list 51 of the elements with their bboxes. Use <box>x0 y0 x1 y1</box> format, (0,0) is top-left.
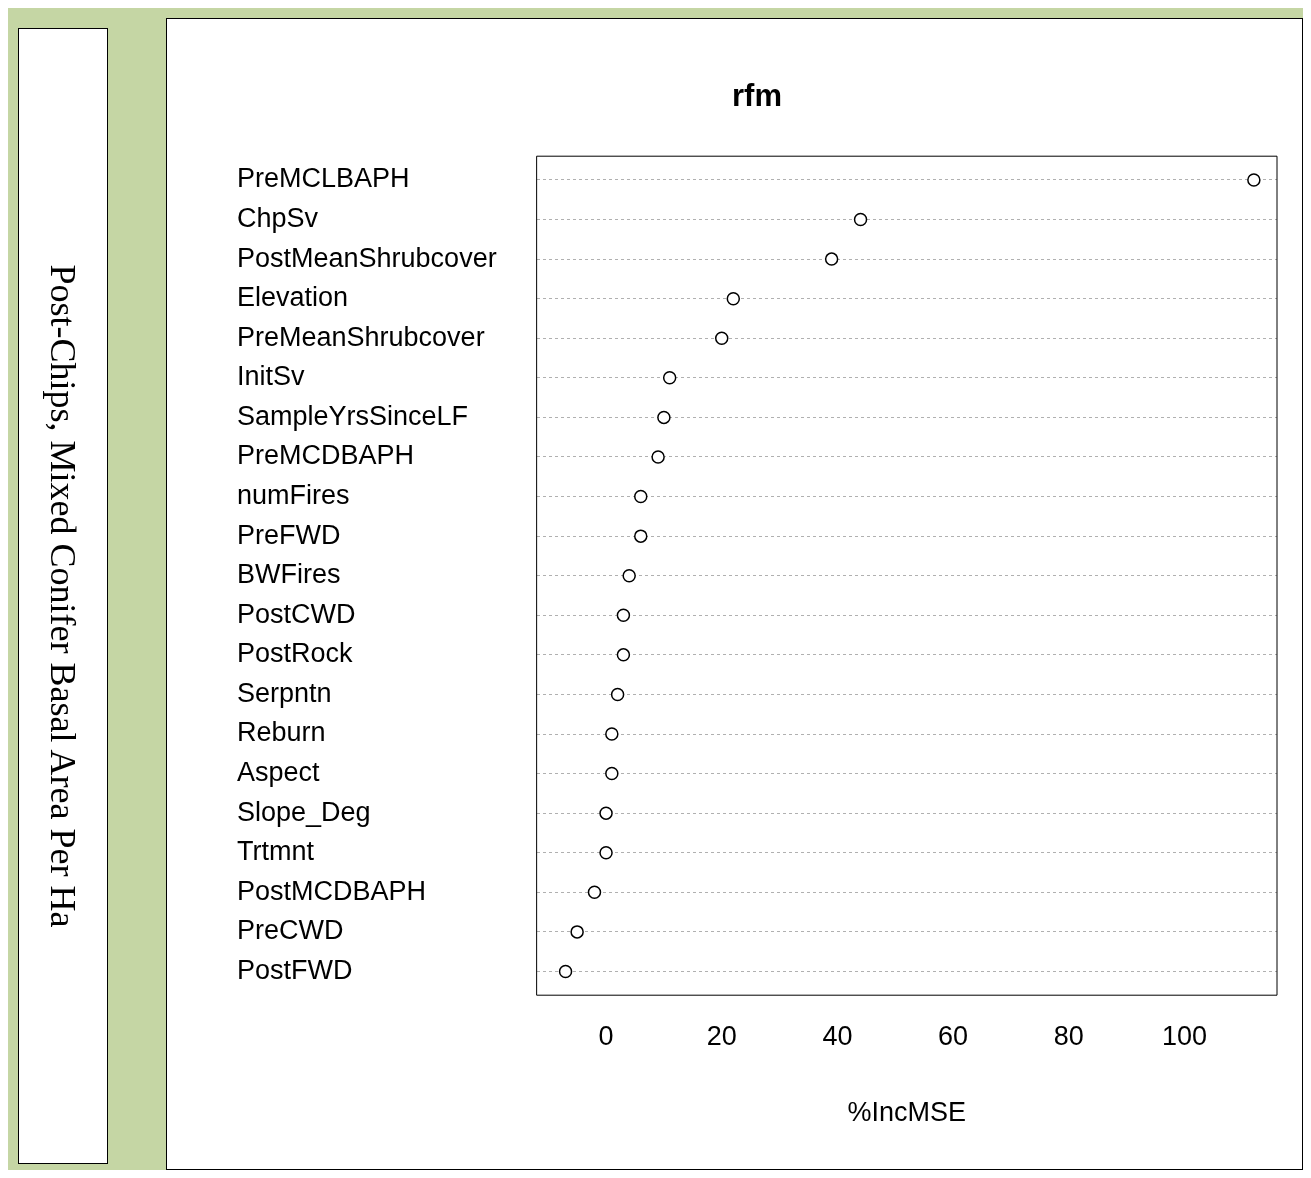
x-tick-label: 80 <box>1053 1020 1084 1051</box>
point <box>853 212 868 227</box>
y-tick-label: PreMCLBAPH <box>237 163 410 194</box>
y-tick-label: Trtmnt <box>237 836 315 867</box>
y-tick-label: PreMeanShrubcover <box>237 321 485 352</box>
point <box>610 687 625 702</box>
y-tick-label: Slope_Deg <box>237 796 371 827</box>
point <box>599 806 613 820</box>
y-tick-label: PostFWD <box>237 954 353 985</box>
point <box>824 252 839 266</box>
text: Post-Chips, Mixed Conifer Basal Area Per Ha <box>42 264 84 928</box>
y-tick-label: Serpntn <box>237 677 332 708</box>
y-tick-label: Reburn <box>237 717 326 748</box>
y-tick-label: numFires <box>237 480 350 510</box>
y-tick-label: PreFWD <box>237 519 341 550</box>
y-tick-label: SampleYrsSinceLF <box>237 400 469 431</box>
point <box>570 925 584 939</box>
y-tick-label: ChpSv <box>237 202 319 233</box>
point <box>714 331 729 345</box>
x-tick-label: 100 <box>1161 1020 1207 1051</box>
y-tick-label: Aspect <box>237 757 321 788</box>
y-tick-label: BWFires <box>237 559 341 590</box>
point <box>657 410 671 425</box>
point <box>605 727 619 741</box>
point <box>662 371 677 385</box>
x-tick-label: 60 <box>938 1020 969 1051</box>
point <box>634 489 648 504</box>
point <box>726 291 741 306</box>
point <box>622 568 636 583</box>
point <box>587 885 602 900</box>
y-tick-label: PreMCDBAPH <box>237 440 415 471</box>
y-tick-label: PostCWD <box>237 598 356 629</box>
y-tick-label: InitSv <box>237 361 306 392</box>
point <box>558 964 573 979</box>
chart-title: rfm <box>732 78 782 114</box>
y-tick-label: PostRock <box>237 638 354 669</box>
y-tick-label: PostMCDBAPH <box>237 875 427 906</box>
point <box>651 450 665 464</box>
y-tick-label: Elevation <box>237 282 349 313</box>
x-axis-title: %IncMSE <box>847 1097 967 1128</box>
x-tick-label: 0 <box>598 1020 614 1051</box>
x-tick-label: 20 <box>706 1020 737 1051</box>
y-tick-label: PreCWD <box>237 915 344 946</box>
point <box>605 766 619 781</box>
point <box>616 608 631 623</box>
x-tick-label: 40 <box>822 1020 853 1051</box>
point <box>1247 173 1261 187</box>
point <box>634 529 648 543</box>
point <box>599 845 613 860</box>
y-tick-label: PostMeanShrubcover <box>237 242 497 273</box>
point <box>616 648 631 662</box>
